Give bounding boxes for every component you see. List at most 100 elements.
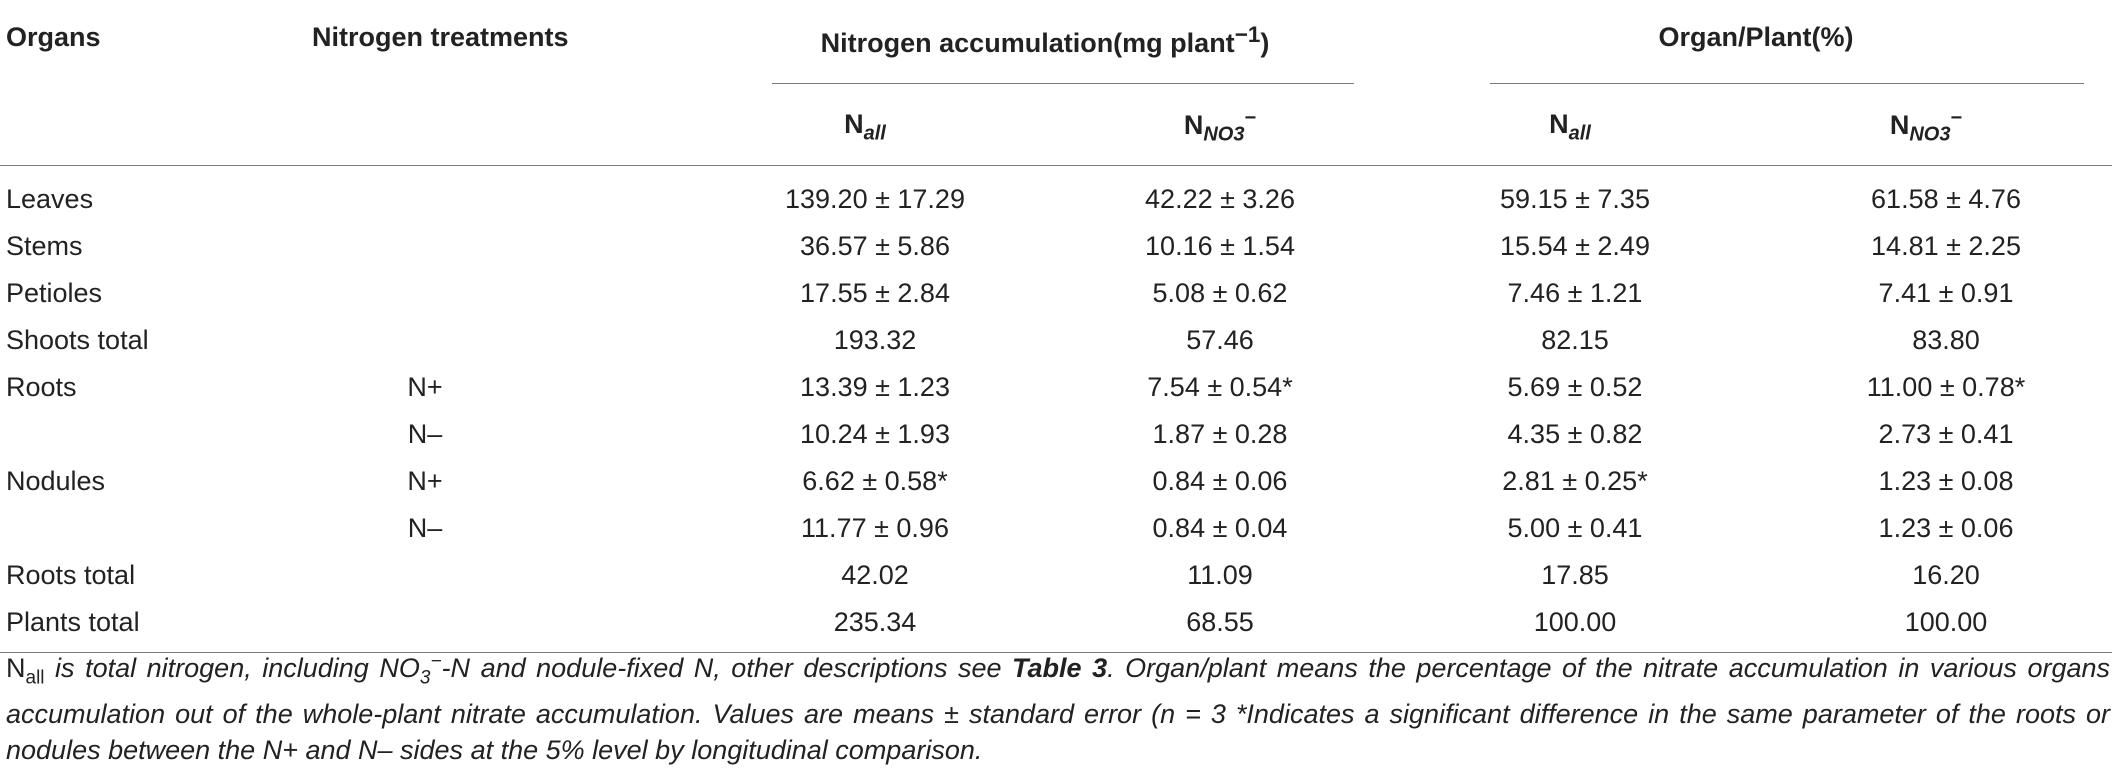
cell-organ: Shoots total xyxy=(6,325,149,355)
header-n-symbol: N xyxy=(1183,110,1204,141)
cell-treatment: N– xyxy=(407,419,443,449)
cell-n-no3: 42.22 ± 3.26 xyxy=(1145,184,1295,214)
header-row-primary: Organs Nitrogen treatments Nitrogen accu… xyxy=(0,0,2112,84)
cell-p-no3: 2.73 ± 0.41 xyxy=(1878,419,2014,449)
cell-organ: Roots total xyxy=(6,560,136,590)
cell-organ: Nodules xyxy=(6,466,106,496)
header-blank xyxy=(0,84,290,166)
cell-p-all: 7.46 ± 1.21 xyxy=(1507,278,1643,308)
cell-organ: Leaves xyxy=(6,184,94,214)
cell-treatment xyxy=(290,270,690,317)
cell-n-all: 6.62 ± 0.58* xyxy=(802,466,948,496)
footnote-text-1: is total nitrogen, including NO xyxy=(44,653,420,683)
cell-n-no3: 0.84 ± 0.04 xyxy=(1152,513,1288,543)
cell-p-no3: 14.81 ± 2.25 xyxy=(1871,231,2021,261)
cell-n-all: 193.32 xyxy=(833,325,917,355)
header-minus-superscript: − xyxy=(1244,107,1257,130)
footnote-all-subscript: all xyxy=(25,667,45,689)
cell-organ: Stems xyxy=(6,231,83,261)
header-all-subscript: all xyxy=(1568,122,1591,145)
table-row: N– 11.77 ± 0.96 0.84 ± 0.04 5.00 ± 0.41 … xyxy=(0,505,2112,552)
table-row: Shoots total 193.32 57.46 82.15 83.80 xyxy=(0,317,2112,364)
cell-organ: Plants total xyxy=(0,599,290,653)
header-nitrogen-accumulation: Nitrogen accumulation(mg plant−1) xyxy=(690,0,1400,84)
header-n-symbol: N xyxy=(844,108,864,139)
header-n-all-percent: Nall xyxy=(1400,84,1740,166)
cell-p-no3: 7.41 ± 0.91 xyxy=(1878,278,2014,308)
cell-n-no3: 1.87 ± 0.28 xyxy=(1152,419,1288,449)
footnote-text-2: -N and nodule-fixed N, other description… xyxy=(441,653,1013,683)
footnote-sup-minus: − xyxy=(430,651,442,672)
header-row-secondary: Nall NNO3− Nall NNO3− xyxy=(0,84,2113,166)
header-organ-plant: Organ/Plant(%) xyxy=(1400,0,2112,84)
table-row: Roots total 42.02 11.09 17.85 16.20 xyxy=(0,552,2112,599)
table-row: Plants total 235.34 68.55 100.00 100.00 xyxy=(0,599,2113,653)
header-group-rule xyxy=(1490,83,2085,84)
header-n-symbol: N xyxy=(1889,110,1910,141)
footnote-table-reference: Table 3 xyxy=(1012,653,1108,683)
cell-p-all: 17.85 xyxy=(1541,560,1609,590)
cell-treatment: N– xyxy=(407,513,443,543)
cell-p-no3: 1.23 ± 0.08 xyxy=(1878,466,2014,496)
cell-p-no3: 83.80 xyxy=(1912,325,1980,355)
cell-p-all: 59.15 ± 7.35 xyxy=(1500,184,1650,214)
cell-n-no3: 57.46 xyxy=(1186,325,1254,355)
header-blank xyxy=(290,84,690,166)
cell-p-no3: 16.20 xyxy=(1912,560,1980,590)
cell-n-all: 42.02 xyxy=(841,560,909,590)
cell-n-all: 11.77 ± 0.96 xyxy=(801,513,949,543)
cell-treatment: N+ xyxy=(407,466,443,496)
cell-n-no3: 5.08 ± 0.62 xyxy=(1152,278,1288,308)
cell-p-all: 82.15 xyxy=(1541,325,1609,355)
cell-organ: Roots xyxy=(6,372,77,402)
header-nitrogen-accumulation-close: ) xyxy=(1260,28,1270,58)
cell-treatment xyxy=(290,317,690,364)
table-footnote: Nall is total nitrogen, including NO3−-N… xyxy=(6,644,2110,768)
cell-treatment xyxy=(290,552,690,599)
table-row: Nodules N+ 6.62 ± 0.58* 0.84 ± 0.06 2.81… xyxy=(0,458,2112,505)
header-organ-plant-text: Organ/Plant(%) xyxy=(1658,22,1854,52)
cell-treatment: N+ xyxy=(407,372,443,402)
cell-n-all: 10.24 ± 1.93 xyxy=(800,419,950,449)
nitrogen-accumulation-table: Organs Nitrogen treatments Nitrogen accu… xyxy=(0,0,2113,653)
table-row: Roots N+ 13.39 ± 1.23 7.54 ± 0.54* 5.69 … xyxy=(0,364,2112,411)
cell-n-no3: 10.16 ± 1.54 xyxy=(1145,231,1295,261)
header-n-symbol: N xyxy=(1549,108,1569,139)
cell-p-no3: 11.00 ± 0.78* xyxy=(1866,372,2026,402)
cell-p-no3: 1.23 ± 0.06 xyxy=(1878,513,2014,543)
header-no3-subscript: NO3 xyxy=(1203,123,1245,146)
cell-p-all: 2.81 ± 0.25* xyxy=(1502,466,1648,496)
cell-organ xyxy=(0,505,290,552)
footnote-sub-3: 3 xyxy=(419,667,431,689)
header-nitrogen-treatments: Nitrogen treatments xyxy=(312,22,569,52)
header-n-all-accumulation: Nall xyxy=(690,84,1040,166)
cell-p-all: 5.69 ± 0.52 xyxy=(1507,372,1643,402)
header-organs: Organs xyxy=(6,22,101,52)
cell-p-all: 4.35 ± 0.82 xyxy=(1507,419,1643,449)
header-no3-subscript: NO3 xyxy=(1909,123,1951,146)
cell-treatment xyxy=(290,223,690,270)
cell-n-no3: 11.09 xyxy=(1187,560,1253,590)
cell-p-no3: 100.00 xyxy=(1740,599,2113,653)
table-row: Leaves 139.20 ± 17.29 42.22 ± 3.26 59.15… xyxy=(0,166,2112,224)
cell-n-all: 139.20 ± 17.29 xyxy=(785,184,965,214)
cell-n-all: 17.55 ± 2.84 xyxy=(800,278,950,308)
cell-p-all: 100.00 xyxy=(1400,599,1740,653)
cell-p-all: 5.00 ± 0.41 xyxy=(1507,513,1643,543)
header-group-rule xyxy=(772,83,1354,84)
table-row: Petioles 17.55 ± 2.84 5.08 ± 0.62 7.46 ±… xyxy=(0,270,2112,317)
cell-n-no3: 68.55 xyxy=(1040,599,1400,653)
table-row: Stems 36.57 ± 5.86 10.16 ± 1.54 15.54 ± … xyxy=(0,223,2112,270)
cell-p-no3: 61.58 ± 4.76 xyxy=(1871,184,2021,214)
cell-organ: Petioles xyxy=(6,278,103,308)
footnote-text-3: . Organ/plant means the percentage of th… xyxy=(6,653,2111,766)
cell-n-all: 36.57 ± 5.86 xyxy=(800,231,950,261)
cell-n-no3: 7.54 ± 0.54* xyxy=(1147,372,1293,402)
cell-treatment xyxy=(290,166,690,224)
header-unit-exponent: −1 xyxy=(1234,22,1261,47)
header-n-no3-percent: NNO3− xyxy=(1740,84,2113,166)
header-all-subscript: all xyxy=(863,122,886,145)
header-minus-superscript: − xyxy=(1950,107,1963,130)
data-table-container: Organs Nitrogen treatments Nitrogen accu… xyxy=(0,0,2113,653)
cell-organ xyxy=(0,411,290,458)
